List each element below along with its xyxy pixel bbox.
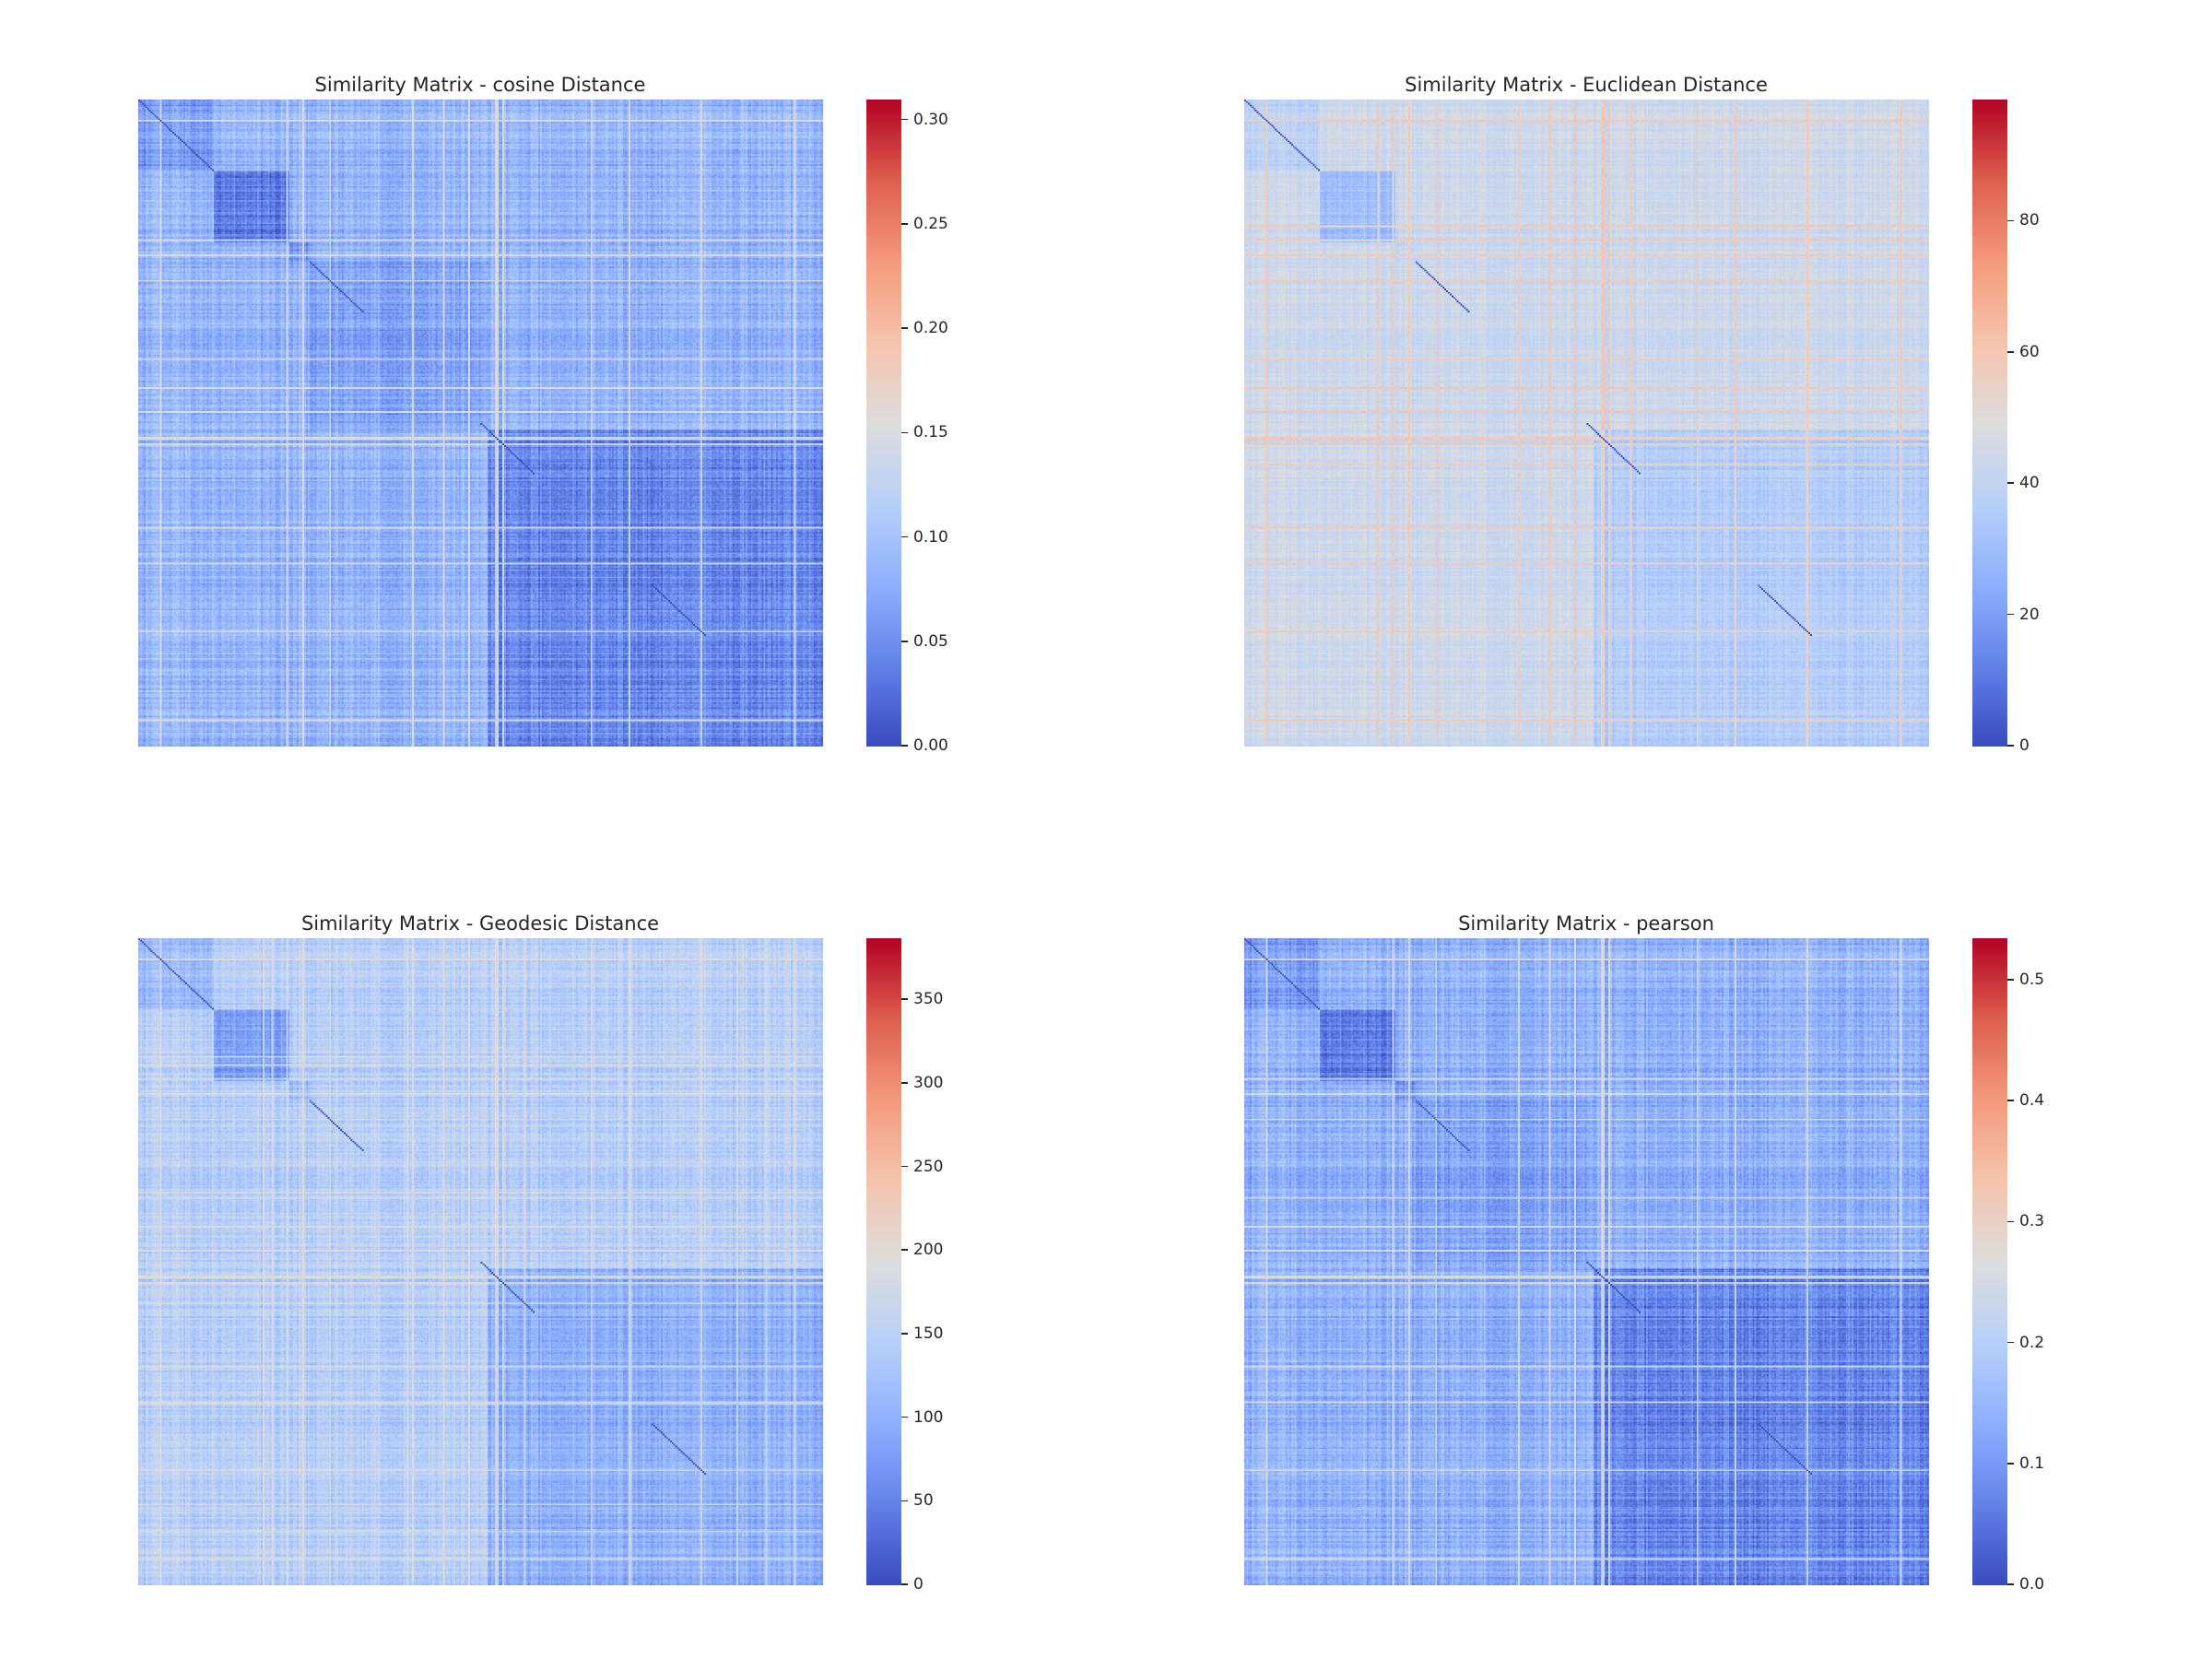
colorbar-euclidean [1972, 100, 2007, 747]
heatmap-geodesic [138, 938, 823, 1585]
colorbar-tick-label: 200 [901, 1242, 943, 1258]
colorbar-tick-label: 0 [901, 1577, 924, 1593]
heatmap-euclidean [1244, 100, 1929, 747]
tick-text: 100 [913, 1407, 944, 1427]
colorbar-tick-label: 0.5 [2007, 970, 2045, 989]
colorbar-cosine [866, 100, 901, 747]
tick-mark [901, 1583, 908, 1585]
colorbar-tick-label: 0.0 [2007, 1577, 2044, 1593]
heatmap-cosine [138, 100, 823, 747]
tick-mark [901, 535, 908, 538]
tick-mark [2007, 1100, 2014, 1101]
tick-mark [2007, 613, 2014, 616]
tick-text: 0.4 [2019, 1091, 2045, 1111]
tick-mark [2007, 745, 2014, 747]
tick-text: 0.00 [913, 736, 948, 755]
colorbar-tick-label: 0.25 [901, 214, 948, 233]
tick-mark [2007, 1463, 2014, 1465]
colorbar-tick-label: 50 [901, 1493, 934, 1509]
tick-mark [2007, 219, 2014, 222]
tick-text: 0.25 [913, 214, 948, 233]
tick-mark [2007, 1583, 2014, 1585]
tick-mark [901, 1333, 908, 1335]
tick-text: 0.10 [913, 527, 948, 547]
colorbar-tick-label: 100 [901, 1407, 944, 1427]
tick-text: 0.3 [2019, 1212, 2045, 1231]
colorbar-tick-label: 0.3 [2007, 1214, 2044, 1230]
colorbar-tick-label: 0.15 [901, 425, 948, 441]
tick-mark [901, 327, 908, 329]
tick-text: 0.1 [2019, 1453, 2045, 1473]
colorbar-tick-label: 150 [901, 1324, 944, 1343]
colorbar-tick-label: 0.05 [901, 631, 948, 651]
tick-text: 150 [913, 1324, 944, 1343]
tick-mark [901, 1249, 908, 1251]
tick-text: 300 [913, 1073, 944, 1092]
colorbar-tick-label: 0.20 [901, 321, 948, 336]
colorbar-tick-label: 0.10 [901, 527, 948, 547]
tick-text: 0.30 [913, 110, 948, 129]
tick-text: 350 [913, 990, 944, 1009]
chart-title: Similarity Matrix - pearson [1458, 912, 1714, 935]
colorbar-tick-label: 0.30 [901, 112, 948, 128]
colorbar-tick-label: 250 [901, 1159, 943, 1175]
tick-mark [901, 1082, 908, 1084]
tick-text: 60 [2019, 342, 2040, 361]
tick-mark [901, 1165, 908, 1168]
tick-mark [901, 1500, 908, 1502]
tick-text: 0.15 [913, 423, 948, 442]
tick-text: 0.20 [913, 319, 948, 338]
tick-mark [2007, 351, 2014, 353]
colorbar-tick-label: 0 [2007, 738, 2030, 754]
colorbar-tick-label: 0.1 [2007, 1453, 2045, 1473]
tick-mark [901, 641, 908, 642]
tick-text: 0.2 [2019, 1333, 2045, 1352]
colorbar-tick-label: 0.00 [901, 738, 948, 754]
tick-text: 0 [2019, 736, 2030, 755]
colorbar-tick-label: 0.4 [2007, 1093, 2044, 1109]
tick-mark [901, 431, 908, 434]
colorbar-tick-label: 350 [901, 992, 943, 1007]
tick-mark [901, 223, 908, 225]
tick-mark [901, 1416, 908, 1418]
tick-mark [2007, 979, 2014, 981]
colorbar-pearson [1972, 938, 2007, 1585]
tick-mark [901, 998, 908, 1000]
heatmap-pearson [1244, 938, 1929, 1585]
colorbar-tick-label: 40 [2007, 476, 2040, 491]
tick-text: 40 [2019, 474, 2040, 493]
chart-title: Similarity Matrix - cosine Distance [314, 74, 646, 96]
chart-title: Similarity Matrix - Euclidean Distance [1405, 74, 1768, 96]
tick-mark [2007, 1220, 2014, 1223]
chart-title: Similarity Matrix - Geodesic Distance [300, 912, 660, 935]
tick-text: 250 [913, 1157, 944, 1176]
colorbar-tick-label: 300 [901, 1073, 944, 1092]
colorbar-tick-label: 20 [2007, 605, 2040, 624]
tick-text: 50 [913, 1491, 934, 1511]
tick-text: 0.5 [2019, 970, 2045, 989]
tick-text: 200 [913, 1241, 944, 1260]
colorbar-tick-label: 80 [2007, 213, 2040, 229]
tick-text: 0.0 [2019, 1575, 2045, 1594]
colorbar-geodesic [866, 938, 901, 1585]
tick-text: 80 [2019, 211, 2040, 230]
tick-mark [901, 118, 908, 121]
tick-mark [2007, 1341, 2014, 1344]
tick-text: 0 [913, 1575, 924, 1594]
tick-mark [901, 745, 908, 747]
tick-mark [2007, 482, 2014, 484]
tick-text: 20 [2019, 605, 2040, 624]
colorbar-tick-label: 0.2 [2007, 1335, 2044, 1351]
colorbar-tick-label: 60 [2007, 342, 2040, 361]
tick-text: 0.05 [913, 631, 948, 651]
